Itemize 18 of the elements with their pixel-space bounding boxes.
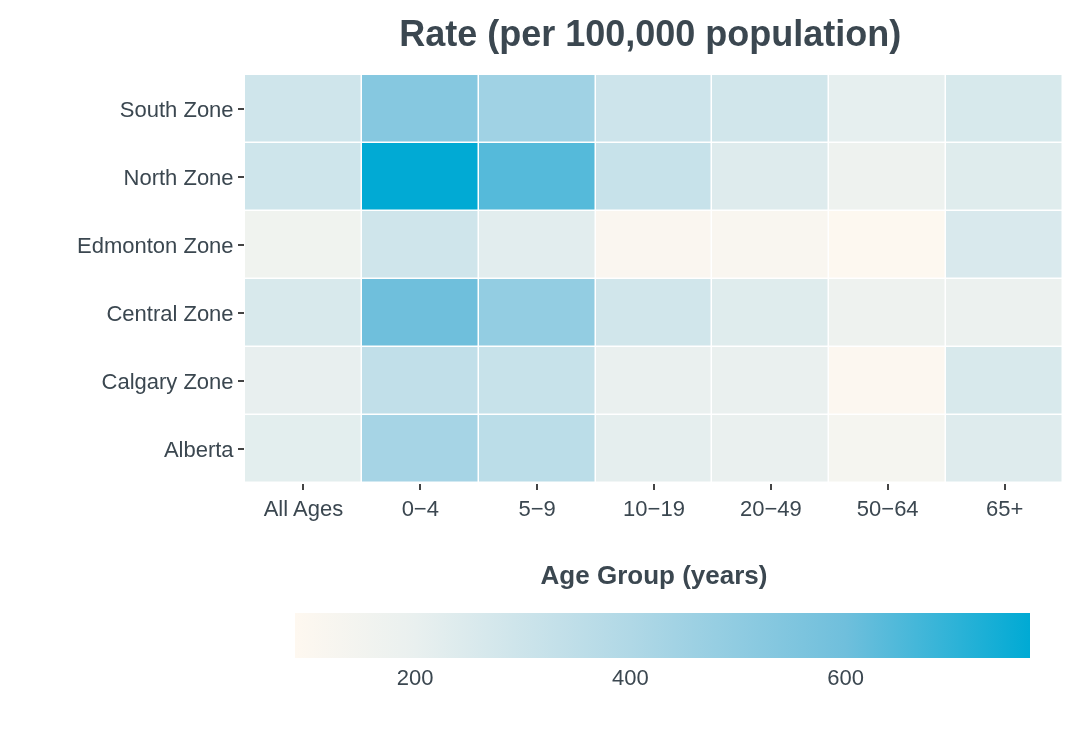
x-tick-label: 20−49	[739, 496, 802, 522]
color-bar-label: 600	[827, 664, 865, 690]
x-tick-label: 5−9	[518, 496, 556, 522]
x-tick-label: 65+	[985, 496, 1024, 522]
y-tick-label: Calgary Zone	[101, 368, 234, 394]
chart-title: Rate (per 100,000 population)	[399, 12, 902, 54]
y-tick-label: Central Zone	[106, 300, 234, 326]
x-tick-label: All Ages	[263, 496, 344, 522]
x-tick-label: 10−19	[623, 496, 685, 522]
y-tick-label: Edmonton Zone	[77, 232, 234, 258]
y-tick-label: South Zone	[119, 96, 234, 122]
x-axis-title: Age Group (years)	[540, 560, 768, 591]
color-bar-label: 200	[396, 664, 434, 690]
y-tick-label: North Zone	[123, 164, 234, 190]
y-tick-label: Alberta	[163, 436, 235, 462]
x-tick-label: 50−64	[856, 496, 919, 522]
color-bar-label: 400	[612, 664, 649, 690]
x-tick-label: 0−4	[401, 496, 439, 522]
